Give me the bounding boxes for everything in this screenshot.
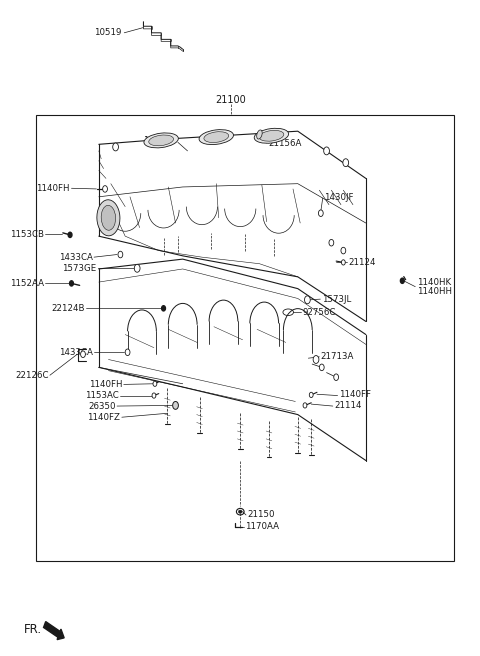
Ellipse shape (144, 133, 179, 148)
Text: 1430JF: 1430JF (324, 193, 354, 202)
Text: 1430JK: 1430JK (143, 136, 173, 145)
Ellipse shape (101, 205, 116, 230)
Circle shape (162, 306, 166, 311)
Circle shape (324, 147, 329, 155)
Ellipse shape (239, 510, 242, 513)
Text: 21713A: 21713A (321, 352, 354, 361)
Circle shape (313, 356, 319, 363)
Circle shape (152, 393, 156, 398)
Circle shape (329, 239, 334, 246)
Circle shape (103, 186, 108, 192)
Text: 92756C: 92756C (302, 308, 336, 317)
Circle shape (400, 278, 404, 283)
Text: FR.: FR. (24, 623, 42, 636)
Text: 21124: 21124 (348, 258, 376, 267)
Circle shape (334, 374, 338, 380)
Text: 1140FZ: 1140FZ (87, 413, 120, 422)
Text: 1152AA: 1152AA (10, 279, 44, 288)
Text: 21150: 21150 (248, 510, 275, 520)
Circle shape (153, 381, 157, 386)
Text: 22124B: 22124B (51, 304, 84, 313)
Circle shape (134, 264, 140, 272)
Bar (36, 115, 454, 561)
Text: 1153AC: 1153AC (85, 391, 119, 400)
Text: 1140FF: 1140FF (339, 390, 371, 400)
Text: 1170AA: 1170AA (245, 522, 279, 531)
Circle shape (68, 232, 72, 237)
Circle shape (341, 247, 346, 254)
Text: 1140FH: 1140FH (89, 380, 122, 389)
Ellipse shape (199, 130, 233, 144)
Ellipse shape (97, 200, 120, 236)
Circle shape (81, 351, 85, 358)
Circle shape (343, 159, 348, 167)
Ellipse shape (254, 129, 288, 143)
Circle shape (309, 392, 313, 398)
Text: 10519: 10519 (94, 28, 121, 37)
Text: 22126C: 22126C (15, 371, 48, 380)
Ellipse shape (173, 401, 179, 409)
Text: 1140HH: 1140HH (417, 287, 452, 296)
Circle shape (303, 403, 307, 408)
Text: 26350: 26350 (88, 401, 116, 411)
Text: 1433CA: 1433CA (59, 253, 93, 262)
Circle shape (125, 349, 130, 356)
Text: 1140FH: 1140FH (36, 184, 70, 193)
Text: 1573JL: 1573JL (322, 295, 351, 304)
Text: 21114: 21114 (334, 401, 362, 410)
Circle shape (304, 296, 310, 304)
Ellipse shape (259, 131, 284, 141)
Text: 21156A: 21156A (268, 138, 301, 148)
Text: 1140HK: 1140HK (417, 277, 451, 287)
Circle shape (118, 251, 123, 258)
Ellipse shape (257, 130, 262, 139)
Circle shape (70, 281, 73, 286)
Circle shape (113, 143, 119, 151)
Ellipse shape (204, 132, 228, 142)
Circle shape (341, 260, 345, 265)
Text: 1573GE: 1573GE (62, 264, 96, 273)
Text: 21100: 21100 (216, 94, 246, 105)
FancyArrowPatch shape (404, 277, 406, 279)
FancyArrow shape (44, 622, 64, 640)
Circle shape (318, 210, 323, 216)
Text: 1153CB: 1153CB (10, 230, 44, 239)
Text: 1433CA: 1433CA (59, 348, 93, 357)
Ellipse shape (149, 135, 174, 146)
Circle shape (319, 364, 324, 371)
